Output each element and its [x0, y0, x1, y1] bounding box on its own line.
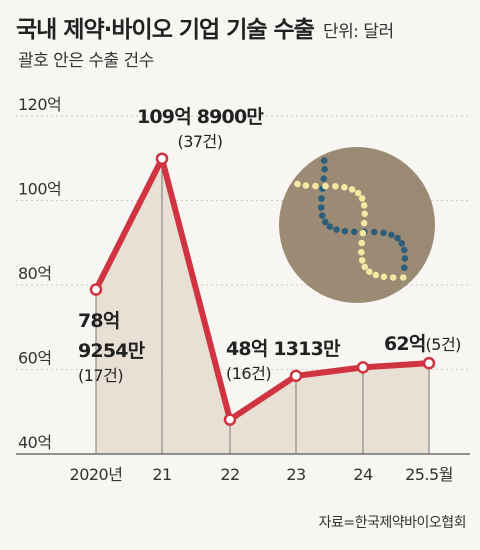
chart-title: 국내 제약·바이오 기업 기술 수출: [16, 17, 315, 43]
dna-dot: [326, 223, 334, 230]
data-point: [89, 283, 103, 296]
dna-dot: [322, 182, 329, 190]
x-tick-label: 24: [353, 465, 373, 484]
data-label-count: (17건): [78, 366, 123, 385]
series-line: [93, 155, 432, 423]
dna-dot: [358, 248, 365, 256]
dna-circle: [279, 147, 435, 303]
dna-dot: [371, 228, 378, 236]
x-tick-label: 23: [286, 465, 305, 484]
dna-dot: [354, 189, 362, 197]
dna-dot: [341, 184, 348, 191]
dna-dot: [351, 228, 358, 236]
data-label: 9254만: [78, 340, 146, 362]
dna-dot: [358, 195, 366, 202]
data-point: [356, 361, 370, 374]
y-tick-label: 80억: [18, 264, 52, 283]
y-tick-label: 100억: [18, 180, 61, 199]
dna-dot: [317, 204, 325, 211]
source-note: 자료=한국제약바이오협회: [318, 515, 467, 531]
dna-dot: [399, 274, 407, 281]
dna-dot: [320, 157, 328, 164]
dna-dot: [360, 202, 368, 209]
chart-subtitle: 괄호 안은 수출 건수: [18, 51, 154, 71]
dna-dot: [372, 271, 380, 279]
y-tick-label: 120억: [18, 95, 61, 114]
dna-dot: [302, 182, 310, 189]
dna-dot: [321, 165, 328, 173]
dna-dot: [361, 210, 369, 218]
x-tick-label: 22: [220, 465, 239, 484]
dna-dot: [321, 218, 329, 226]
data-point: [223, 413, 237, 426]
data-point: [422, 356, 436, 370]
data-label: 109억 8900만: [137, 106, 264, 128]
dna-dot: [400, 246, 408, 254]
dna-dot: [320, 175, 328, 182]
dna-dot: [361, 263, 369, 271]
dna-dot: [348, 186, 356, 193]
dna-dot: [401, 264, 408, 272]
data-point: [155, 152, 169, 165]
chart-header: 국내 제약·바이오 기업 기술 수출 단위: 달러: [16, 10, 394, 44]
dna-dot: [333, 226, 340, 233]
dna-dot: [341, 227, 349, 235]
dna-dot: [380, 229, 387, 237]
dna-dot: [394, 234, 401, 242]
x-tick-label: 2020년: [70, 465, 123, 484]
dna-dot: [318, 195, 325, 202]
data-label: 62억(5건): [384, 333, 461, 355]
dna-dot: [294, 180, 301, 188]
data-label-count: (37건): [177, 132, 222, 151]
dna-dot: [319, 212, 326, 219]
data-label-count: (16건): [226, 364, 271, 383]
dna-dot: [332, 183, 339, 190]
data-label: 78억: [78, 310, 120, 332]
dna-dot: [360, 219, 368, 227]
dna-dot: [388, 231, 395, 239]
y-tick-label: 60억: [18, 349, 52, 368]
dna-dot: [380, 273, 388, 281]
dna-dot: [398, 240, 406, 247]
x-tick-label: 21: [152, 465, 171, 484]
dna-dot: [358, 239, 366, 247]
dna-dot: [401, 255, 409, 262]
data-label: 48억 1313만: [226, 338, 341, 360]
dna-dot: [312, 182, 319, 190]
data-point: [289, 369, 303, 383]
x-tick-label: 25.5월: [405, 465, 453, 484]
unit-label: 단위: 달러: [322, 22, 394, 42]
dna-dot: [389, 274, 397, 281]
dna-helix-icon: [279, 147, 435, 303]
dna-dot: [358, 257, 366, 264]
dna-dot: [366, 268, 373, 276]
y-tick-label: 40억: [18, 433, 52, 452]
dna-dot: [359, 229, 367, 237]
